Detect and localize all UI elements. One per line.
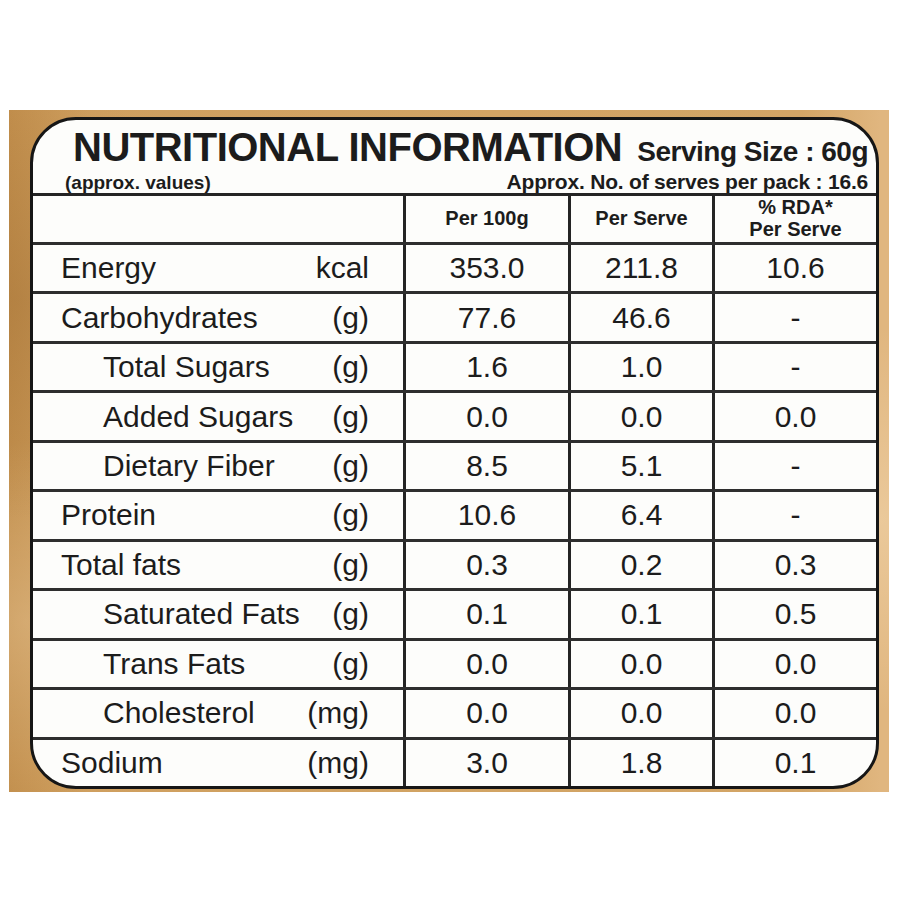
nutrient-label-cell: Trans Fats (g) (33, 641, 403, 687)
value-per-100g: 1.6 (403, 344, 568, 390)
column-header-rda: % RDA* Per Serve (712, 196, 876, 242)
nutrient-label-cell: Added Sugars (g) (33, 393, 403, 439)
serves-per-pack-text: Approx. No. of serves per pack : 16.6 (507, 170, 868, 194)
nutrient-name: Added Sugars (61, 400, 293, 434)
nutrient-name: Protein (61, 498, 156, 532)
value-rda-per-serve: - (712, 344, 876, 390)
table-row-saturated-fats: Saturated Fats (g) 0.1 0.1 0.5 (33, 588, 876, 637)
value-per-serve: 0.0 (568, 641, 712, 687)
value-rda-per-serve: 0.5 (712, 591, 876, 637)
value-rda-per-serve: 0.1 (712, 740, 876, 786)
nutrient-unit: (g) (332, 597, 369, 631)
value-rda-per-serve: 0.3 (712, 542, 876, 588)
nutrient-unit: (mg) (307, 746, 369, 780)
value-per-serve: 211.8 (568, 245, 712, 291)
value-rda-per-serve: 0.0 (712, 641, 876, 687)
nutrient-label-cell: Saturated Fats (g) (33, 591, 403, 637)
table-row-trans-fats: Trans Fats (g) 0.0 0.0 0.0 (33, 638, 876, 687)
table-row-added-sugars: Added Sugars (g) 0.0 0.0 0.0 (33, 390, 876, 439)
nutrient-label-cell: Protein (g) (33, 492, 403, 538)
table-row-total-fats: Total fats (g) 0.3 0.2 0.3 (33, 539, 876, 588)
table-row-carbohydrates: Carbohydrates (g) 77.6 46.6 - (33, 291, 876, 340)
value-per-100g: 0.0 (403, 641, 568, 687)
value-per-serve: 0.0 (568, 690, 712, 736)
value-per-100g: 0.3 (403, 542, 568, 588)
table-row-dietary-fiber: Dietary Fiber (g) 8.5 5.1 - (33, 440, 876, 489)
header-line-2: (approx. values) Approx. No. of serves p… (73, 170, 868, 194)
value-per-serve: 1.0 (568, 344, 712, 390)
nutrient-name: Dietary Fiber (61, 449, 275, 483)
nutrient-unit: (mg) (307, 696, 369, 730)
nutrient-label-cell: Energy kcal (33, 245, 403, 291)
panel-title: NUTRITIONAL INFORMATION (73, 125, 622, 170)
nutrition-label-scan: NUTRITIONAL INFORMATION Serving Size : 6… (0, 0, 900, 900)
value-per-100g: 0.1 (403, 591, 568, 637)
nutrient-name: Total Sugars (61, 350, 270, 384)
rda-header-line1: % RDA* (758, 197, 832, 219)
nutrient-unit: (g) (332, 548, 369, 582)
panel-header: NUTRITIONAL INFORMATION Serving Size : 6… (33, 120, 876, 193)
nutrient-name: Energy (61, 251, 156, 285)
nutrient-label-cell: Cholesterol (mg) (33, 690, 403, 736)
table-row-protein: Protein (g) 10.6 6.4 - (33, 489, 876, 538)
table-header-row: Per 100g Per Serve % RDA* Per Serve (33, 196, 876, 242)
value-per-serve: 6.4 (568, 492, 712, 538)
value-rda-per-serve: - (712, 294, 876, 340)
nutrient-name: Total fats (61, 548, 181, 582)
value-per-100g: 77.6 (403, 294, 568, 340)
table-row-cholesterol: Cholesterol (mg) 0.0 0.0 0.0 (33, 687, 876, 736)
value-rda-per-serve: 0.0 (712, 393, 876, 439)
table-row-total-sugars: Total Sugars (g) 1.6 1.0 - (33, 341, 876, 390)
nutrient-name: Carbohydrates (61, 301, 258, 335)
nutrient-label-cell: Total fats (g) (33, 542, 403, 588)
nutrient-label-cell: Sodium (mg) (33, 740, 403, 786)
nutrient-unit: (g) (332, 350, 369, 384)
value-per-serve: 0.2 (568, 542, 712, 588)
table-row-sodium: Sodium (mg) 3.0 1.8 0.1 (33, 737, 876, 786)
nutrient-unit: (g) (332, 498, 369, 532)
nutrient-label-cell: Dietary Fiber (g) (33, 443, 403, 489)
value-per-100g: 3.0 (403, 740, 568, 786)
nutrient-unit: (g) (332, 449, 369, 483)
nutrient-unit: (g) (332, 647, 369, 681)
value-per-100g: 8.5 (403, 443, 568, 489)
nutrient-name: Cholesterol (61, 696, 255, 730)
value-per-100g: 0.0 (403, 393, 568, 439)
column-header-per-serve: Per Serve (568, 196, 712, 242)
nutrient-label-cell: Total Sugars (g) (33, 344, 403, 390)
approx-values-note: (approx. values) (65, 172, 211, 194)
nutrient-unit: (g) (332, 301, 369, 335)
nutrient-name: Sodium (61, 746, 163, 780)
column-header-per-100g: Per 100g (403, 196, 568, 242)
nutrient-unit: (g) (332, 400, 369, 434)
value-rda-per-serve: 0.0 (712, 690, 876, 736)
nutrition-panel: NUTRITIONAL INFORMATION Serving Size : 6… (30, 117, 879, 789)
nutrition-table: Per 100g Per Serve % RDA* Per Serve Ener… (33, 193, 876, 786)
value-per-serve: 5.1 (568, 443, 712, 489)
value-rda-per-serve: 10.6 (712, 245, 876, 291)
nutrient-unit: kcal (316, 251, 369, 285)
value-rda-per-serve: - (712, 492, 876, 538)
rda-header-line2: Per Serve (749, 219, 841, 241)
value-rda-per-serve: - (712, 443, 876, 489)
nutrient-label-cell: Carbohydrates (g) (33, 294, 403, 340)
value-per-serve: 0.0 (568, 393, 712, 439)
value-per-100g: 353.0 (403, 245, 568, 291)
value-per-serve: 0.1 (568, 591, 712, 637)
value-per-serve: 1.8 (568, 740, 712, 786)
value-per-serve: 46.6 (568, 294, 712, 340)
table-row-energy: Energy kcal 353.0 211.8 10.6 (33, 242, 876, 291)
value-per-100g: 0.0 (403, 690, 568, 736)
nutrient-name: Trans Fats (61, 647, 245, 681)
nutrient-name: Saturated Fats (61, 597, 300, 631)
header-line-1: NUTRITIONAL INFORMATION Serving Size : 6… (73, 125, 868, 170)
corner-cell (33, 196, 403, 242)
serving-size-text: Serving Size : 60g (637, 136, 868, 168)
value-per-100g: 10.6 (403, 492, 568, 538)
